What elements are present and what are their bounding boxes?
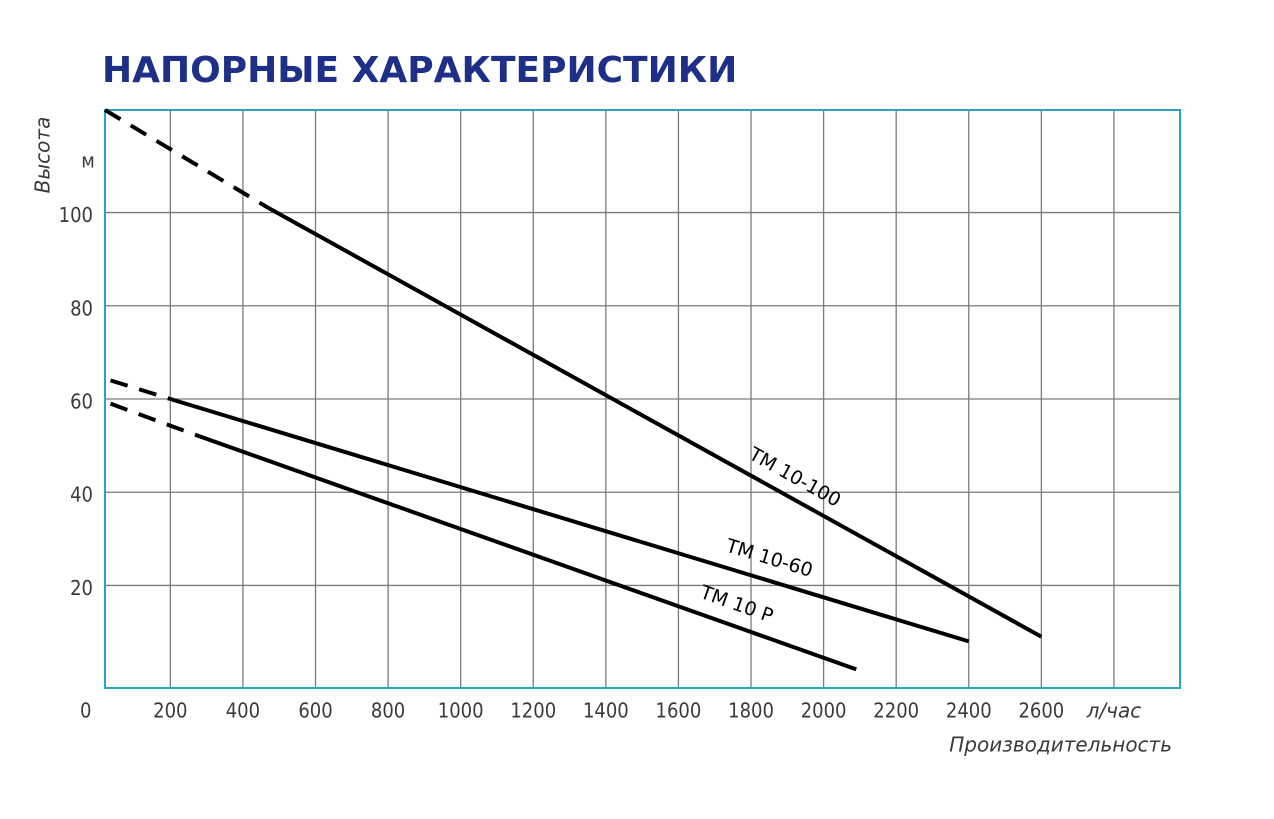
x-tick-label: 1000 bbox=[438, 699, 484, 723]
x-tick-label: 400 bbox=[226, 699, 260, 723]
series-label: ТМ 10 Р bbox=[696, 581, 776, 627]
curve-segment bbox=[267, 206, 1043, 639]
x-tick-label: 2400 bbox=[946, 699, 992, 723]
x-tick-label: 2200 bbox=[873, 699, 919, 723]
curve-segment bbox=[169, 397, 970, 644]
x-tick-label: 2000 bbox=[801, 699, 847, 723]
x-tick-label: 600 bbox=[298, 699, 332, 723]
series-label: ТМ 10-60 bbox=[722, 535, 815, 582]
x-tick-label: 0 bbox=[80, 699, 91, 723]
x-tick-label: 200 bbox=[153, 699, 187, 723]
x-tick-label: л/час bbox=[1086, 699, 1142, 723]
chart-title: НАПОРНЫЕ ХАРАКТЕРИСТИКИ bbox=[102, 50, 737, 91]
y-tick-label: 20 bbox=[70, 576, 93, 600]
curve-segment bbox=[103, 108, 270, 210]
x-tick-label: 1800 bbox=[728, 699, 774, 723]
y-tick-label: 100 bbox=[59, 203, 93, 227]
curve-segment bbox=[109, 401, 201, 439]
x-tick-label: 1600 bbox=[656, 699, 702, 723]
curve-segment bbox=[109, 378, 171, 401]
x-axis-label: Производительность bbox=[949, 733, 1172, 757]
x-tick-label: 1200 bbox=[510, 699, 556, 723]
x-tick-label: 800 bbox=[371, 699, 405, 723]
y-tick-label: 80 bbox=[70, 296, 93, 320]
curve-segment bbox=[198, 434, 857, 672]
y-tick-label: 60 bbox=[70, 390, 93, 414]
y-axis-label: Высота bbox=[31, 117, 55, 194]
plot-frame bbox=[104, 109, 1181, 689]
y-unit: м bbox=[81, 149, 95, 173]
x-tick-label: 2600 bbox=[1018, 699, 1064, 723]
x-tick-label: 1400 bbox=[583, 699, 629, 723]
y-tick-label: 40 bbox=[70, 483, 93, 507]
